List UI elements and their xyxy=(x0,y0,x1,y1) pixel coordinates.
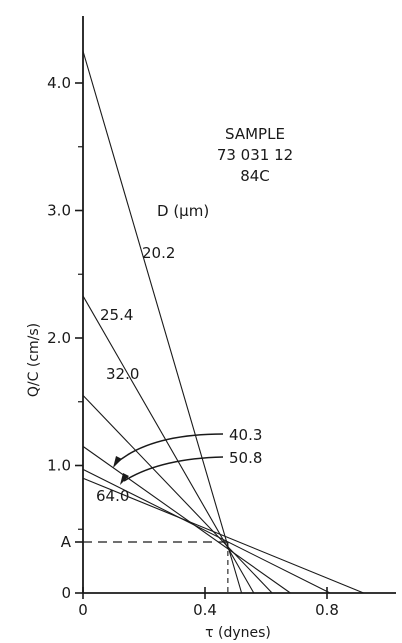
y-tick-label-a: A xyxy=(61,533,72,551)
series-label-64-0: 64.0 xyxy=(96,487,129,505)
x-tick-label: 0.8 xyxy=(315,601,339,619)
annotation-id: 73 031 12 xyxy=(217,146,293,164)
series-line-32-0 xyxy=(82,394,273,594)
y-tick-label: 0 xyxy=(61,584,71,602)
guides xyxy=(83,433,229,593)
y-tick-label: 4.0 xyxy=(47,74,71,92)
series-line-20-2 xyxy=(82,50,243,594)
labels: τ (dynes) Q/C (cm/s) 20.2 25.4 32.0 40.3 50.8 6… xyxy=(26,125,293,641)
arrow-40-3-head xyxy=(113,456,122,468)
arrow-50-8-head xyxy=(120,473,129,485)
y-tick-label: 2.0 xyxy=(47,329,71,347)
series-lines xyxy=(82,50,364,594)
axes xyxy=(82,16,396,594)
y-tick-label: 1.0 xyxy=(47,457,71,475)
series-label-50-8: 50.8 xyxy=(229,449,262,467)
x-tick-label: 0 xyxy=(78,601,88,619)
legend-title: D (μm) xyxy=(157,202,209,220)
annotation-code: 84C xyxy=(240,167,270,185)
arrow-40-3 xyxy=(114,433,224,465)
y-axis-label: Q/C (cm/s) xyxy=(26,323,42,397)
series-label-40-3: 40.3 xyxy=(229,426,262,444)
series-line-64-0 xyxy=(82,477,364,594)
x-axis-label: τ (dynes) xyxy=(205,625,271,641)
series-label-25-4: 25.4 xyxy=(100,306,133,324)
y-tick-label: 3.0 xyxy=(47,202,71,220)
annotation-sample: SAMPLE xyxy=(225,125,285,143)
arrow-50-8 xyxy=(123,456,224,482)
series-line-40-3 xyxy=(82,445,291,594)
x-tick-label: 0.4 xyxy=(193,601,217,619)
series-label-20-2: 20.2 xyxy=(142,244,175,262)
series-line-50-8 xyxy=(82,468,331,594)
ticks: 0 1.0 2.0 3.0 4.0 A 0 0.4 0.8 xyxy=(47,74,339,619)
series-label-32-0: 32.0 xyxy=(106,365,139,383)
